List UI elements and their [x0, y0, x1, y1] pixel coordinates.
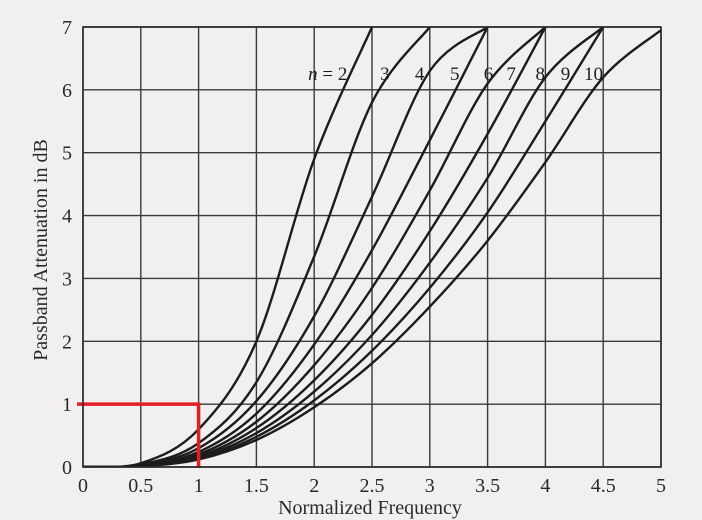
x-tick-label: 2: [309, 475, 319, 497]
series-label-n-10: 10: [584, 64, 603, 85]
x-tick-label: 3: [425, 475, 435, 497]
series-labels: n = 2 3 4 5 6 7 8 9 10: [308, 64, 603, 85]
y-tick-labels: 0 1 2 3 4 5 6 7: [62, 17, 72, 479]
y-tick-label: 2: [62, 331, 72, 353]
series-label-n-7: 7: [506, 64, 516, 85]
curve-n-9: [83, 27, 605, 467]
y-tick-label: 3: [62, 268, 72, 290]
x-tick-labels: 0 0.5 1 1.5 2 2.5 3 3.5 4 4.5 5: [78, 475, 666, 497]
curve-n-4: [83, 27, 489, 467]
series-label-n-6: 6: [484, 64, 494, 85]
highlight-line: [77, 402, 201, 468]
x-tick-label: 4: [540, 475, 550, 497]
y-tick-label: 4: [62, 206, 72, 228]
x-tick-label: 4.5: [591, 475, 616, 497]
series-label-n-2: n = 2: [308, 64, 347, 85]
y-tick-label: 1: [62, 394, 72, 416]
series-curves: [83, 27, 661, 467]
plot-frame: [82, 26, 662, 468]
y-tick-label: 0: [62, 457, 72, 479]
curve-n-5: [83, 27, 489, 467]
x-tick-label: 3.5: [475, 475, 500, 497]
x-tick-label: 1: [194, 475, 204, 497]
series-label-n-3: 3: [380, 64, 390, 85]
curve-n-8: [83, 27, 604, 467]
x-tick-label: 0.5: [128, 475, 153, 497]
curve-n-10: [83, 29, 661, 467]
y-tick-label: 6: [62, 80, 72, 102]
y-axis-title: Passband Attenuation in dB: [30, 139, 52, 361]
x-axis-title: Normalized Frequency: [278, 497, 462, 519]
x-tick-label: 5: [656, 475, 666, 497]
curve-n-2: [83, 27, 374, 467]
highlight-marker: [77, 402, 201, 468]
x-tick-label: 0: [78, 475, 88, 497]
series-label-n-9: 9: [561, 64, 571, 85]
series-label-n-4: 4: [415, 64, 425, 85]
series-label-n-8: 8: [536, 64, 546, 85]
y-tick-label: 7: [62, 17, 72, 39]
y-tick-label: 5: [62, 143, 72, 165]
series-label-n-5: 5: [450, 64, 460, 85]
x-tick-label: 2.5: [360, 475, 385, 497]
grid: [82, 26, 662, 468]
x-tick-label: 1.5: [244, 475, 269, 497]
